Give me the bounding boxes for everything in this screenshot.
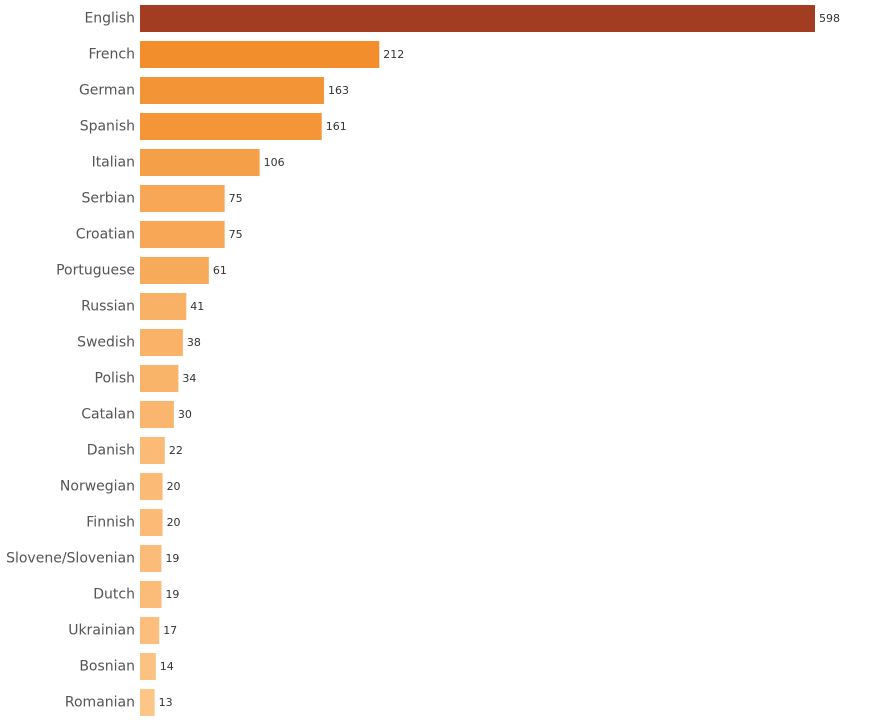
- bar-dutch[interactable]: [140, 581, 162, 608]
- category-labels: English French German Spanish Italian Serbian…: [6, 11, 135, 711]
- bar-english[interactable]: [140, 5, 815, 32]
- category-label-french: French: [88, 47, 135, 63]
- category-label-ukrainian: Ukrainian: [68, 623, 135, 639]
- category-label-norwegian: Norwegian: [60, 479, 135, 495]
- value-label-russian: 41: [190, 300, 204, 313]
- value-label-dutch: 19: [165, 588, 179, 601]
- category-label-italian: Italian: [92, 155, 135, 171]
- bar-portuguese[interactable]: [140, 257, 209, 284]
- value-label-italian: 106: [264, 156, 285, 169]
- category-label-romanian: Romanian: [65, 695, 135, 711]
- bar-swedish[interactable]: [140, 329, 183, 356]
- category-label-german: German: [79, 83, 135, 99]
- bar-polish[interactable]: [140, 365, 179, 392]
- bar-croatian[interactable]: [140, 221, 225, 248]
- category-label-portuguese: Portuguese: [56, 263, 135, 279]
- bar-romanian[interactable]: [140, 689, 155, 716]
- category-label-dutch: Dutch: [93, 587, 135, 603]
- value-label-ukrainian: 17: [163, 624, 177, 637]
- value-label-danish: 22: [169, 444, 183, 457]
- bar-bosnian[interactable]: [140, 653, 156, 680]
- bar-danish[interactable]: [140, 437, 165, 464]
- bar-russian[interactable]: [140, 293, 187, 320]
- bar-french[interactable]: [140, 41, 380, 68]
- bar-italian[interactable]: [140, 149, 260, 176]
- bar-finnish[interactable]: [140, 509, 163, 536]
- value-label-croatian: 75: [229, 228, 243, 241]
- category-label-russian: Russian: [81, 299, 135, 315]
- value-label-english: 598: [819, 12, 840, 25]
- value-label-french: 212: [383, 48, 404, 61]
- category-label-spanish: Spanish: [80, 119, 135, 135]
- value-label-german: 163: [328, 84, 349, 97]
- category-label-danish: Danish: [87, 443, 135, 459]
- value-label-norwegian: 20: [167, 480, 181, 493]
- value-label-finnish: 20: [167, 516, 181, 529]
- value-label-slovene-slovenian: 19: [165, 552, 179, 565]
- category-label-finnish: Finnish: [86, 515, 135, 531]
- bar-serbian[interactable]: [140, 185, 225, 212]
- value-label-catalan: 30: [178, 408, 192, 421]
- value-label-bosnian: 14: [160, 660, 174, 673]
- value-label-portuguese: 61: [213, 264, 227, 277]
- bars: [140, 5, 815, 716]
- category-label-serbian: Serbian: [82, 191, 135, 207]
- category-label-polish: Polish: [95, 371, 135, 387]
- value-label-spanish: 161: [326, 120, 347, 133]
- value-label-serbian: 75: [229, 192, 243, 205]
- category-label-slovene-slovenian: Slovene/Slovenian: [6, 551, 135, 567]
- category-label-croatian: Croatian: [76, 227, 135, 243]
- bar-slovene-slovenian[interactable]: [140, 545, 162, 572]
- bar-spanish[interactable]: [140, 113, 322, 140]
- bar-norwegian[interactable]: [140, 473, 163, 500]
- value-label-romanian: 13: [159, 696, 173, 709]
- bar-german[interactable]: [140, 77, 324, 104]
- category-label-english: English: [84, 11, 135, 27]
- category-label-bosnian: Bosnian: [79, 659, 135, 675]
- category-label-swedish: Swedish: [77, 335, 135, 351]
- value-label-polish: 34: [182, 372, 196, 385]
- category-label-catalan: Catalan: [81, 407, 135, 423]
- bar-catalan[interactable]: [140, 401, 174, 428]
- value-label-swedish: 38: [187, 336, 201, 349]
- value-labels: 598 212 163 161 106 75 75 61 41 38 34 30 22 20 20 19 19 1…: [159, 12, 840, 709]
- bar-ukrainian[interactable]: [140, 617, 160, 644]
